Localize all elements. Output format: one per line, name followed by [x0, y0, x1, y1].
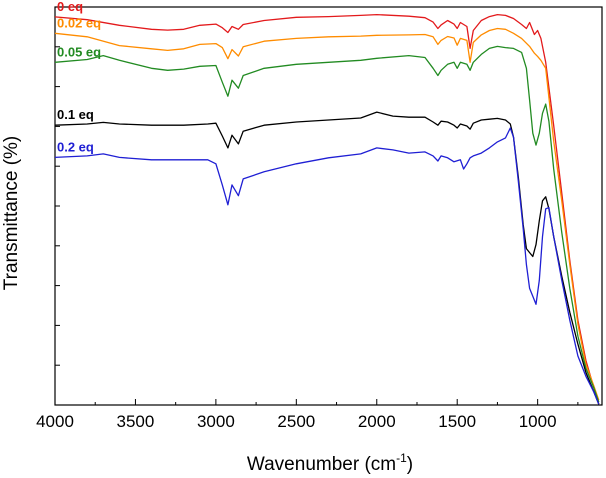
y-axis-title: Transmittance (%) [1, 136, 22, 291]
legend-label: 0 eq [57, 0, 83, 14]
x-tick-label: 3000 [197, 412, 235, 431]
series-line-0-02-eq [54, 27, 600, 401]
x-axis-ticks: 4000 3500 3000 2500 2000 1500 1000 [36, 399, 579, 431]
x-tick-label: 4000 [36, 412, 74, 431]
legend-label: 0.2 eq [57, 139, 94, 154]
x-tick-label: 1000 [519, 412, 557, 431]
plot-frame [54, 6, 603, 406]
legend-label: 0.02 eq [57, 15, 101, 30]
series-line-0-05-eq [54, 45, 600, 403]
series-lines [54, 13, 600, 405]
x-tick-label: 1500 [438, 412, 476, 431]
series-line-0-2-eq [54, 127, 600, 405]
series-line-0-eq [54, 13, 600, 405]
x-tick-label: 2000 [358, 412, 396, 431]
x-tick-label: 3500 [117, 412, 155, 431]
legend-label: 0.1 eq [57, 107, 94, 122]
legend-labels: 0 eq0.02 eq 0.05 eq 0.1 eq 0.2 eq [57, 0, 101, 154]
x-tick-label: 2500 [277, 412, 315, 431]
y-minor-ticks [55, 46, 60, 366]
series-line-0-1-eq [54, 111, 600, 405]
x-axis-title: Wavenumber (cm-1) [247, 451, 413, 475]
legend-label: 0.05 eq [57, 44, 101, 59]
